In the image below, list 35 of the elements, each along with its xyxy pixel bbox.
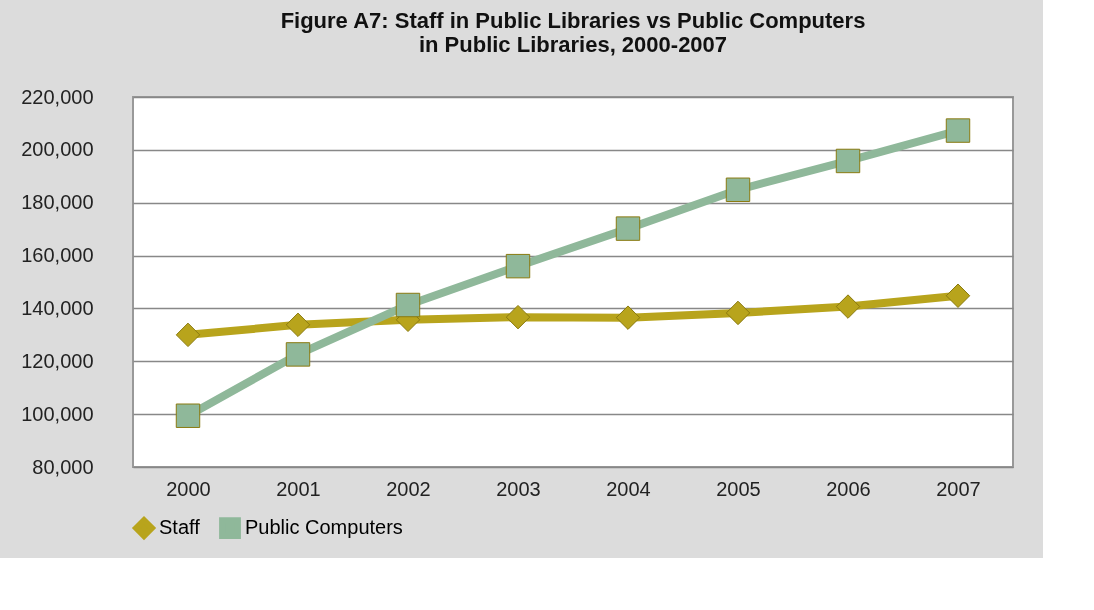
x-tick-label: 2003: [496, 477, 541, 500]
y-tick-label: 120,000: [21, 349, 94, 372]
x-tick-label: 2006: [826, 477, 871, 500]
point: [395, 292, 421, 318]
y-tick-label: 100,000: [21, 402, 94, 425]
point: [725, 300, 751, 326]
x-tick-label: 2001: [276, 477, 321, 500]
point: [175, 403, 201, 428]
x-tick-label: 2004: [606, 477, 651, 500]
y-tick-label: 220,000: [21, 85, 94, 108]
point: [505, 253, 531, 279]
point: [285, 312, 311, 338]
point: [835, 148, 861, 174]
text: in Public Libraries, 2000-2007: [418, 32, 728, 57]
x-tick-label: 2002: [386, 477, 431, 500]
x-tick-label: 2000: [166, 477, 211, 500]
point: [945, 118, 971, 143]
y-tick-label: 160,000: [21, 244, 94, 267]
point: [285, 342, 311, 367]
legend-label: Public Computers: [245, 516, 403, 539]
point: [945, 283, 971, 308]
y-tick-label: 80,000: [32, 455, 94, 478]
point: [505, 304, 531, 330]
point: [175, 322, 201, 348]
point: [615, 305, 641, 330]
y-tick-label: 200,000: [21, 138, 94, 161]
point: [615, 216, 641, 241]
point: [835, 294, 861, 319]
text: Figure A7: Staff in Public Libraries vs Public Computers: [280, 8, 866, 33]
y-tick-label: 140,000: [21, 296, 94, 319]
point: [725, 177, 751, 202]
legend-label: Staff: [159, 516, 201, 539]
x-tick-label: 2005: [716, 477, 761, 500]
x-tick-label: 2007: [936, 477, 981, 500]
y-tick-label: 180,000: [21, 191, 94, 214]
